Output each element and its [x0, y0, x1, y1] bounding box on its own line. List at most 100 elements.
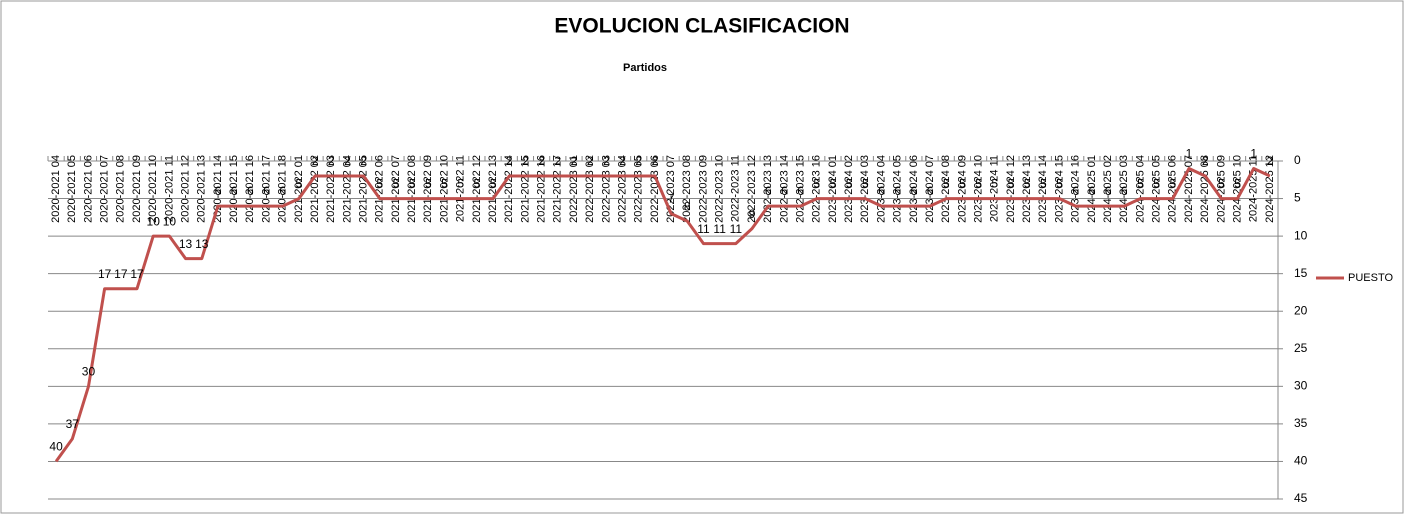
data-label: 2 — [635, 154, 642, 168]
data-label: 5 — [409, 177, 416, 191]
y-tick-label: 30 — [1294, 379, 1308, 393]
data-label: 5 — [474, 177, 481, 191]
legend-label: PUESTO — [1348, 272, 1393, 284]
x-tick-label: 2020-2021 05 — [66, 155, 78, 223]
x-tick-label: 2022-2023 04 — [616, 155, 628, 223]
x-tick-label: 2024-2025 08 — [1199, 155, 1211, 223]
data-label: 5 — [1137, 177, 1144, 191]
x-tick-label: 2024-2025 06 — [1167, 155, 1179, 223]
x-tick-label: 2024-2025 11 — [1248, 155, 1260, 222]
x-tick-label: 2020-2021 10 — [147, 155, 159, 223]
data-label: 5 — [813, 177, 820, 191]
x-tick-label: 2023-2024 15 — [1053, 155, 1065, 223]
x-tick-label: 2021-2022 14 — [503, 155, 515, 223]
data-label: 2 — [522, 154, 529, 168]
data-label: 7 — [668, 192, 675, 206]
data-label: 13 — [179, 237, 193, 251]
data-label: 2 — [587, 154, 594, 168]
data-label: 5 — [943, 177, 950, 191]
data-label: 11 — [713, 222, 726, 236]
data-label: 5 — [1008, 177, 1015, 191]
data-label: 5 — [862, 177, 869, 191]
x-tick-label: 2023-2024 02 — [843, 155, 855, 223]
x-tick-label: 2020-2021 07 — [99, 155, 111, 223]
x-tick-label: 2021-2022 05 — [357, 155, 369, 223]
data-label: 37 — [66, 417, 80, 431]
x-tick-label: 2023-2024 08 — [940, 155, 952, 223]
x-tick-label: 2022-2023 03 — [600, 155, 612, 223]
x-tick-label: 2020-2021 06 — [82, 155, 94, 223]
data-label: 6 — [911, 184, 918, 198]
data-label: 9 — [749, 207, 756, 221]
y-tick-label: 35 — [1294, 416, 1308, 430]
x-tick-label: 2020-2021 13 — [196, 155, 208, 223]
x-tick-label: 2023-2024 13 — [1021, 155, 1033, 223]
data-label: 10 — [163, 214, 177, 228]
x-tick-label: 2023-2024 14 — [1037, 155, 1049, 223]
data-label: 6 — [765, 184, 772, 198]
y-tick-label: 0 — [1294, 153, 1301, 167]
data-label: 13 — [195, 237, 209, 251]
x-tick-label: 2024-2025 07 — [1183, 155, 1195, 223]
data-label: 6 — [231, 184, 238, 198]
data-label: 2 — [603, 154, 610, 168]
data-label: 5 — [441, 177, 448, 191]
data-label: 2 — [619, 154, 626, 168]
data-label: 6 — [1089, 184, 1096, 198]
data-label: 5 — [457, 177, 464, 191]
data-label: 6 — [247, 184, 254, 198]
x-tick-label: 2021-2022 11 — [455, 155, 467, 222]
x-tick-label: 2022-2023 09 — [697, 155, 709, 223]
data-label: 5 — [376, 177, 383, 191]
x-tick-label: 2021-2022 02 — [309, 155, 321, 223]
data-label: 6 — [215, 184, 222, 198]
data-label: 6 — [1121, 184, 1128, 198]
x-tick-label: 2024-2025 05 — [1151, 155, 1163, 223]
data-label: 17 — [114, 267, 128, 281]
data-label: 1 — [1250, 147, 1257, 161]
data-label: 6 — [263, 184, 270, 198]
data-label: 5 — [1169, 177, 1176, 191]
data-label: 1 — [1186, 147, 1193, 161]
x-tick-label: 2021-2022 04 — [341, 155, 353, 223]
x-tick-label: 2023-2024 03 — [859, 155, 871, 223]
x-tick-label: 2024-2025 04 — [1134, 155, 1146, 223]
data-label: 11 — [730, 222, 743, 236]
x-tick-label: 2024-2025 12 — [1264, 155, 1276, 223]
data-label: 5 — [296, 177, 303, 191]
data-label: 5 — [393, 177, 400, 191]
x-tick-label: 2022-2023 02 — [584, 155, 596, 223]
x-tick-label: 2024-2025 09 — [1215, 155, 1227, 223]
data-label: 2 — [312, 154, 319, 168]
data-label: 5 — [1234, 177, 1241, 191]
data-label: 30 — [82, 365, 96, 379]
data-label: 5 — [991, 177, 998, 191]
x-tick-label: 2023-2024 12 — [1005, 155, 1017, 223]
y-tick-label: 40 — [1294, 454, 1308, 468]
x-tick-label: 2020-2021 08 — [115, 155, 127, 223]
data-label: 8 — [684, 199, 691, 213]
data-label: 5 — [1218, 177, 1225, 191]
data-label: 17 — [98, 267, 112, 281]
x-tick-label: 2020-2021 11 — [163, 155, 175, 222]
x-tick-label: 2022-2023 06 — [649, 155, 661, 223]
x-tick-label: 2022-2023 12 — [746, 155, 758, 223]
data-label: 6 — [781, 184, 788, 198]
data-label: 5 — [1056, 177, 1063, 191]
data-label: 40 — [49, 440, 63, 454]
x-tick-label: 2023-2024 01 — [827, 155, 839, 223]
data-label: 5 — [959, 177, 966, 191]
y-tick-label: 25 — [1294, 341, 1308, 355]
data-label: 10 — [147, 214, 161, 228]
x-tick-label: 2021-2022 13 — [487, 155, 499, 223]
x-tick-label: 2021-2022 08 — [406, 155, 418, 223]
x-tick-label: 2021-2022 12 — [471, 155, 483, 223]
x-tick-label: 2020-2021 12 — [179, 155, 191, 223]
data-label: 2 — [652, 154, 659, 168]
data-label: 2 — [328, 154, 335, 168]
data-label: 5 — [830, 177, 837, 191]
y-tick-label: 20 — [1294, 303, 1308, 317]
x-tick-label: 2022-2023 16 — [811, 155, 823, 223]
